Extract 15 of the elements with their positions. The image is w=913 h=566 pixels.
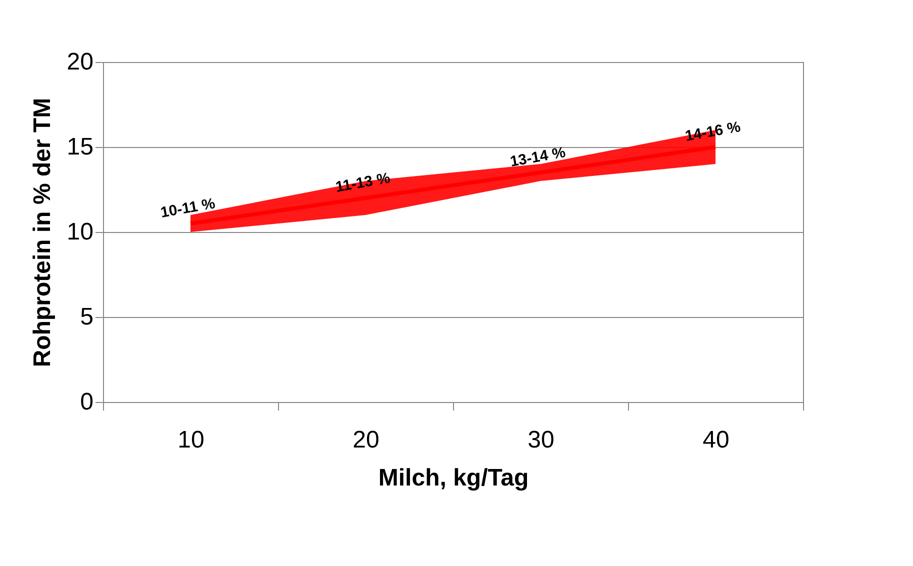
y-tick-label: 0 — [80, 388, 94, 416]
x-axis-title: Milch, kg/Tag — [378, 464, 529, 492]
annotation: 14-16 % — [684, 118, 742, 145]
x-tick-label: 10 — [178, 426, 204, 454]
y-tick-label: 10 — [66, 218, 94, 246]
x-tick-label: 30 — [528, 426, 554, 454]
annotation: 11-13 % — [334, 170, 392, 196]
y-axis-title: Rohprotein in % der TM — [28, 98, 56, 368]
annotation: 13-14 % — [508, 144, 567, 170]
y-tick-label: 5 — [80, 304, 94, 330]
y-tick-label: 20 — [66, 48, 94, 76]
annotation: 10-11 % — [159, 195, 216, 222]
y-tick-label: 15 — [66, 134, 94, 160]
x-tick-label: 20 — [352, 426, 380, 454]
x-tick-label: 40 — [702, 426, 730, 454]
